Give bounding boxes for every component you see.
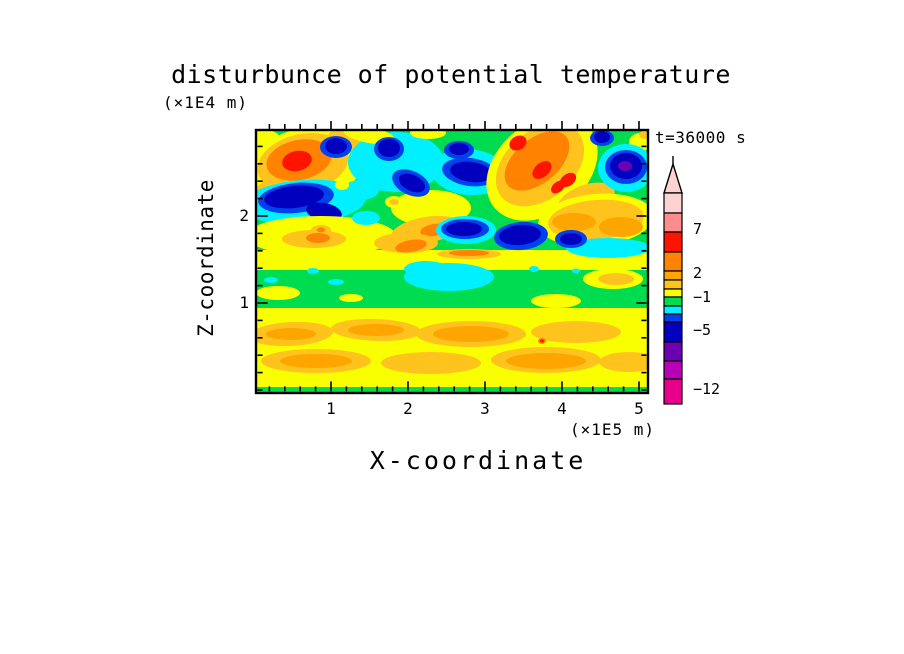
- field-blob: [529, 266, 539, 272]
- field-blob: [598, 273, 634, 285]
- field-blob: [378, 139, 400, 157]
- field-blob: [449, 250, 489, 256]
- field-blob: [391, 190, 471, 226]
- field-blob: [566, 238, 647, 258]
- colorbar-segment: [663, 279, 683, 290]
- z-tick-label: 1: [239, 293, 249, 312]
- field-blob: [328, 279, 344, 285]
- field-blob: [389, 199, 399, 205]
- field-blob: [531, 294, 581, 308]
- field-blob: [398, 173, 426, 193]
- colorbar: 7 2 −1 −5 −12: [663, 156, 720, 405]
- field-blob: [381, 352, 481, 374]
- field-blob: [572, 268, 580, 274]
- colorbar-segment: [663, 212, 683, 233]
- field-blob: [532, 161, 552, 179]
- z-axis-units-label: (×1E4 m): [163, 93, 249, 112]
- field-blob: [264, 185, 324, 209]
- z-axis-title: Z-coordinate: [194, 179, 218, 337]
- field-blob: [306, 233, 330, 243]
- x-tick-label: 3: [480, 399, 490, 418]
- field-blob: [618, 161, 632, 171]
- field-blob: [395, 239, 427, 253]
- field-blob: [264, 277, 278, 283]
- colorbar-segment: [663, 251, 683, 272]
- field-region: [257, 250, 647, 270]
- x-tick-label: 5: [634, 399, 644, 418]
- colorbar-level-label: −5: [693, 321, 711, 339]
- field-region: [257, 387, 647, 392]
- colorbar-segment: [663, 341, 683, 362]
- colorbar-segment: [663, 288, 683, 298]
- x-tick-label: 4: [557, 399, 567, 418]
- field-blob: [531, 321, 621, 343]
- field-blob: [594, 131, 610, 143]
- field-blob: [307, 268, 319, 274]
- field-blob: [509, 135, 527, 151]
- colorbar-segment: [663, 270, 683, 281]
- contour-plot: 1 2 3 4 5 1 2: [239, 121, 650, 418]
- colorbar-segment: [663, 296, 683, 307]
- colorbar-segment: [663, 378, 683, 405]
- colorbar-segment: [663, 231, 683, 253]
- colorbar-segment: [663, 313, 683, 323]
- field-blob: [540, 339, 544, 343]
- field-blob: [599, 352, 647, 372]
- field-blob: [599, 217, 643, 237]
- field-blob: [560, 233, 582, 245]
- field-blob: [506, 353, 586, 369]
- colorbar-level-label: 2: [693, 264, 702, 282]
- field-blob: [325, 138, 347, 154]
- colorbar-level-label: −1: [693, 288, 711, 306]
- field-blob: [499, 224, 541, 246]
- colorbar-level-label: −12: [693, 380, 720, 398]
- field-blob: [339, 294, 363, 302]
- contour-field: [257, 131, 647, 392]
- z-tick-label: 2: [239, 206, 249, 225]
- colorbar-segment: [663, 321, 683, 343]
- field-blob: [433, 326, 509, 342]
- field-blob: [552, 213, 596, 231]
- x-tick-label: 1: [326, 399, 336, 418]
- colorbar-tip: [663, 161, 683, 194]
- field-blob: [449, 143, 469, 155]
- x-tick-label: 2: [403, 399, 413, 418]
- colorbar-level-label: 7: [693, 220, 702, 238]
- field-blob: [348, 324, 404, 336]
- field-blob: [335, 180, 349, 190]
- field-blob: [450, 161, 492, 183]
- field-blob: [282, 150, 312, 172]
- colorbar-segment: [663, 360, 683, 380]
- field-blob: [410, 131, 446, 139]
- colorbar-segment: [663, 192, 683, 214]
- x-axis-units-label: (×1E5 m): [569, 420, 655, 439]
- x-axis-title: X-coordinate: [369, 446, 587, 475]
- field-blob: [639, 131, 647, 139]
- axis-ticks: [257, 121, 647, 392]
- colorbar-segment: [663, 305, 683, 315]
- field-blob: [266, 328, 316, 340]
- field-blob: [559, 172, 577, 188]
- plot-border: [254, 128, 650, 395]
- field-blob: [257, 286, 300, 300]
- chart-title: disturbunce of potential temperature: [171, 60, 731, 89]
- field-blob: [280, 354, 352, 368]
- time-annotation: t=36000 s: [655, 128, 747, 147]
- field-blob: [352, 211, 380, 225]
- field-blob: [317, 227, 325, 233]
- field-blob: [446, 222, 482, 236]
- field-blob: [404, 261, 448, 277]
